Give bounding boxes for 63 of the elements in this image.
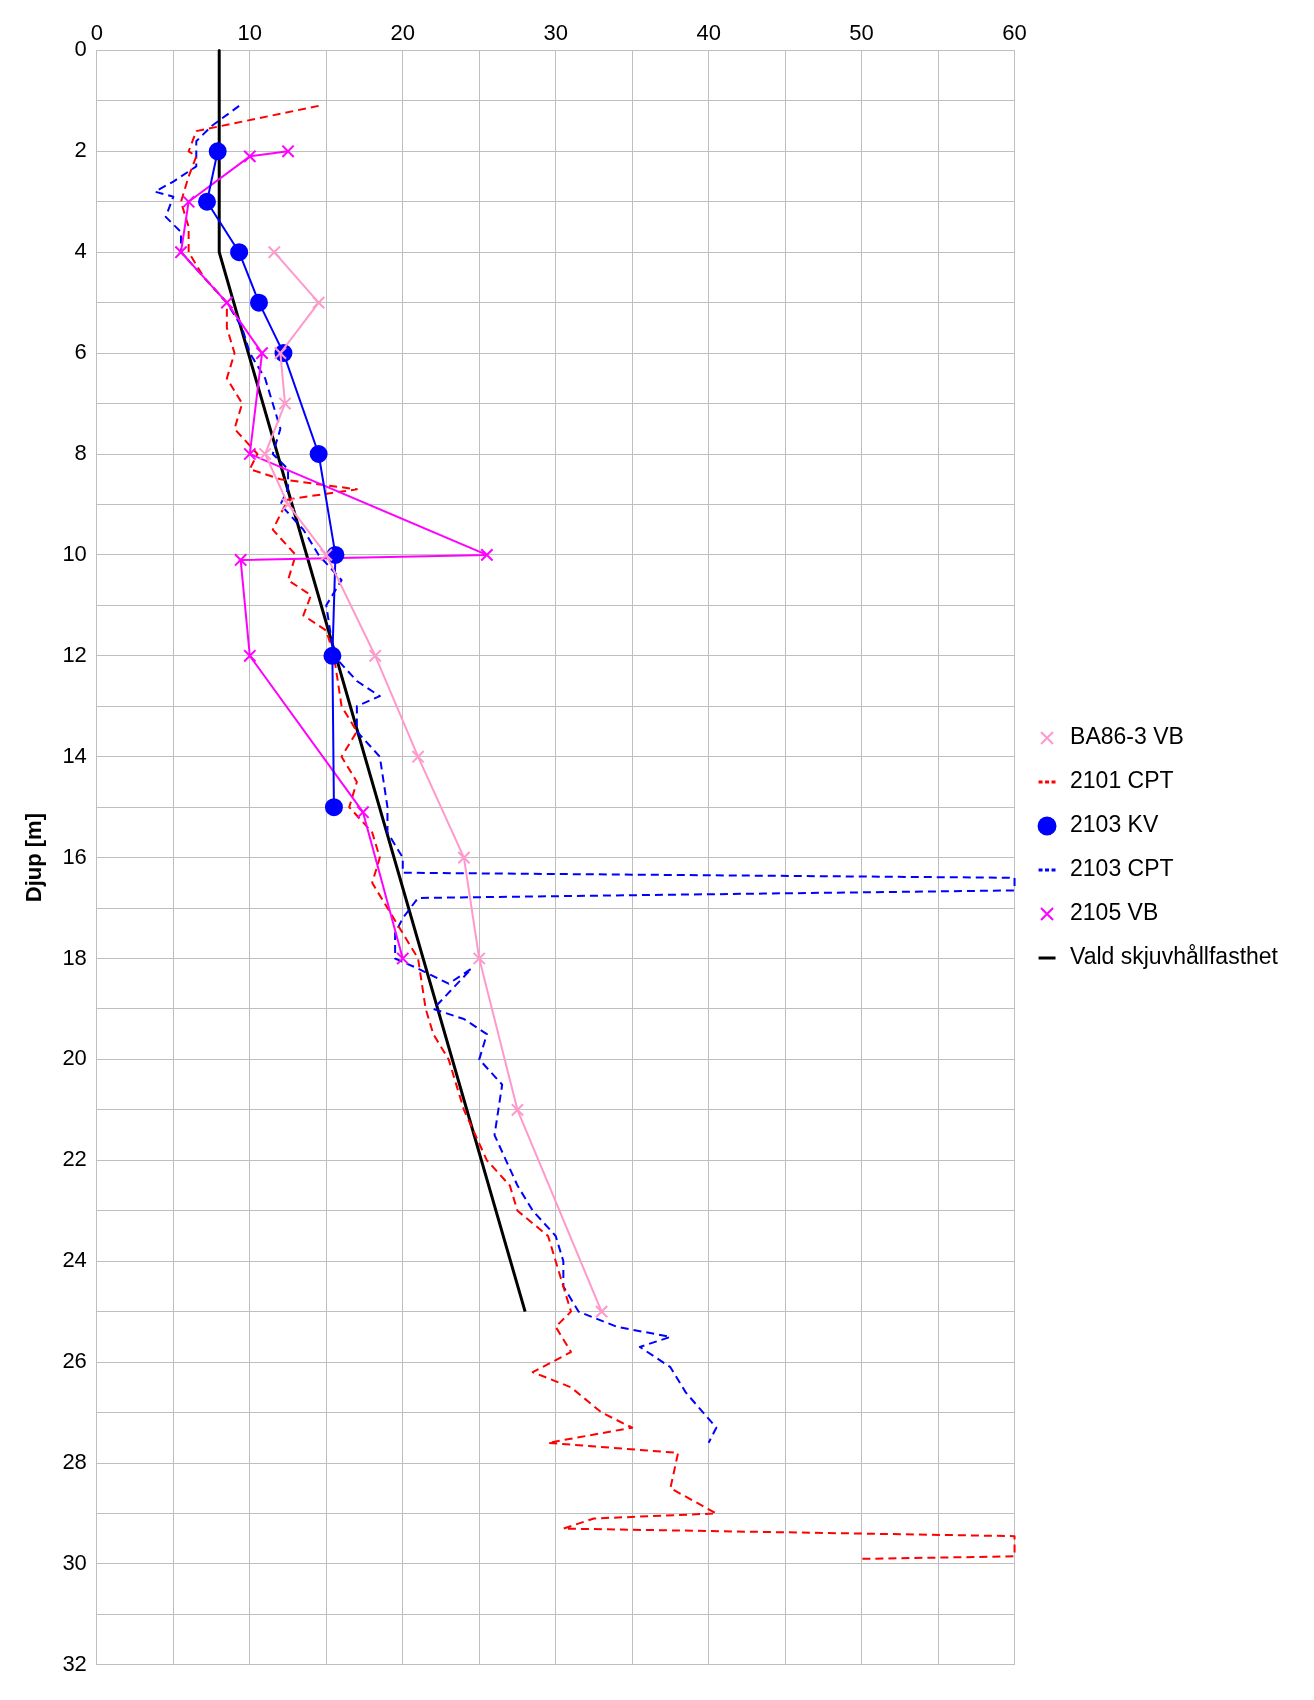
x-tick-label: 60 bbox=[1002, 20, 1027, 46]
point bbox=[356, 805, 370, 819]
point bbox=[472, 951, 486, 966]
y-tick-label: 10 bbox=[62, 540, 87, 566]
y-tick-label: 18 bbox=[62, 944, 87, 970]
point bbox=[174, 245, 188, 259]
point bbox=[594, 1304, 609, 1319]
point bbox=[273, 346, 288, 360]
point bbox=[249, 293, 268, 312]
y-tick-label: 4 bbox=[74, 238, 87, 264]
point bbox=[480, 548, 494, 562]
point bbox=[309, 445, 328, 463]
y-tick-label: 26 bbox=[62, 1348, 87, 1374]
point bbox=[323, 646, 342, 665]
legend-label: 2101 CPT bbox=[1070, 767, 1174, 794]
legend-label: 2105 VB bbox=[1070, 899, 1159, 926]
y-tick-label: 30 bbox=[62, 1549, 87, 1575]
x-tick-label: 50 bbox=[849, 20, 874, 46]
y-tick-label: 22 bbox=[62, 1146, 87, 1172]
point bbox=[230, 243, 249, 262]
point bbox=[278, 396, 292, 411]
point bbox=[411, 750, 425, 764]
y-tick-label: 8 bbox=[74, 440, 87, 466]
point bbox=[197, 192, 216, 211]
point bbox=[311, 295, 326, 310]
point bbox=[510, 1103, 525, 1117]
legend-label: Vald skjuvhållfasthet bbox=[1070, 943, 1279, 970]
point bbox=[181, 195, 196, 209]
point bbox=[319, 548, 333, 562]
x-tick-label: 20 bbox=[390, 20, 415, 46]
y-tick-label: 28 bbox=[62, 1449, 87, 1475]
point bbox=[220, 295, 234, 310]
point bbox=[243, 149, 257, 163]
y-tick-label: 24 bbox=[62, 1247, 87, 1273]
point bbox=[457, 850, 471, 865]
point bbox=[281, 497, 295, 512]
point bbox=[281, 144, 295, 158]
point bbox=[233, 553, 248, 567]
x-tick-label: 30 bbox=[543, 20, 568, 46]
y-tick-label: 12 bbox=[62, 641, 87, 667]
legend-label: BA86-3 VB bbox=[1070, 723, 1184, 750]
legend-label: 2103 KV bbox=[1070, 811, 1159, 838]
point bbox=[258, 447, 272, 461]
y-tick-label: 32 bbox=[62, 1650, 87, 1676]
y-tick-label: 0 bbox=[74, 36, 87, 62]
y-tick-label: 14 bbox=[62, 742, 87, 768]
point bbox=[267, 245, 281, 259]
y-axis-title: Djup [m] bbox=[21, 813, 47, 903]
point bbox=[243, 447, 257, 461]
y-tick-label: 6 bbox=[74, 339, 87, 365]
point bbox=[368, 649, 382, 663]
point bbox=[243, 649, 257, 663]
y-tick-label: 20 bbox=[62, 1045, 87, 1071]
y-tick-label: 2 bbox=[74, 137, 87, 163]
y-tick-label: 16 bbox=[62, 843, 87, 869]
x-tick-label: 0 bbox=[90, 20, 103, 46]
point bbox=[396, 951, 410, 966]
legend-label: 2103 CPT bbox=[1070, 855, 1174, 882]
point bbox=[208, 142, 227, 161]
point bbox=[324, 798, 343, 817]
x-tick-label: 10 bbox=[237, 20, 263, 46]
point bbox=[255, 346, 269, 360]
x-tick-label: 40 bbox=[696, 20, 721, 46]
